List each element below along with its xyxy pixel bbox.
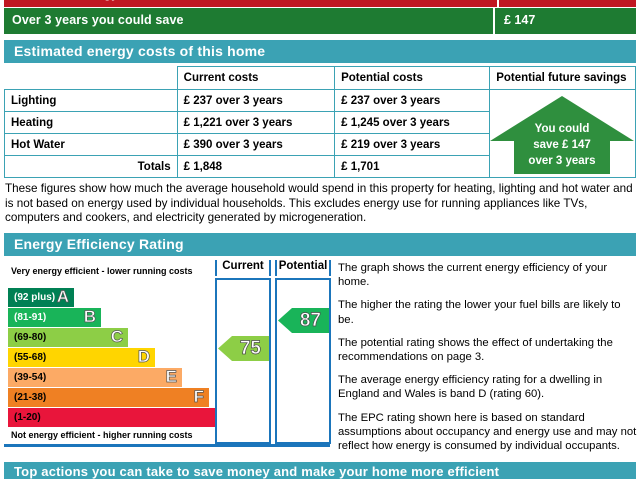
row-label-heating: Heating (4, 111, 178, 134)
column-header-blank (5, 67, 178, 90)
band-a-range: (92 plus) (14, 292, 56, 303)
current-column-right-divider (269, 260, 271, 276)
savings-bar-label: Over 3 years you could save (12, 13, 184, 27)
current-column-header: Current (222, 260, 264, 272)
band-c-letter: C (110, 327, 123, 347)
rating-band-f: (21-38) F (8, 387, 209, 407)
table-row-hot-water: Hot Water £ 390 over 3 years £ 219 over … (4, 133, 636, 156)
potential-column-left-divider (275, 260, 277, 276)
savings-bar-value: £ 147 (504, 13, 536, 27)
red-bar-label: Estimated energy costs of this home (14, 0, 232, 1)
row-label-lighting: Lighting (4, 89, 178, 112)
cell-lighting-current: £ 237 over 3 years (176, 89, 336, 112)
savings-summary-bar: Over 3 years you could save £ 147 (4, 8, 636, 34)
cell-totals-potential: £ 1,701 (334, 155, 491, 178)
cell-hot-water-current: £ 390 over 3 years (176, 133, 336, 156)
band-f-letter: F (193, 387, 204, 407)
graph-top-note: Very energy efficient - lower running co… (11, 266, 193, 276)
table-row-lighting: Lighting £ 237 over 3 years £ 237 over 3… (4, 89, 636, 178)
current-rating-column (215, 278, 271, 444)
column-header-potential-savings: Potential future savings (489, 66, 636, 90)
table-row-totals: Totals £ 1,848 £ 1,701 (4, 155, 636, 178)
rating-band-d: (55-68) D (8, 347, 155, 367)
graph-baseline (4, 444, 330, 447)
cell-heating-current: £ 1,221 over 3 years (176, 111, 336, 134)
energy-efficiency-section-header: Energy Efficiency Rating (4, 233, 636, 256)
column-header-current-costs: Current costs (176, 66, 336, 90)
graph-bottom-note: Not energy efficient - higher running co… (11, 430, 193, 440)
row-label-hot-water: Hot Water (4, 133, 178, 156)
top-actions-heading: Top actions you can take to save money a… (14, 464, 500, 479)
cell-lighting-potential: £ 237 over 3 years (334, 89, 491, 112)
eer-note-4: The average energy efficiency rating for… (338, 374, 603, 401)
energy-efficiency-heading: Energy Efficiency Rating (14, 236, 184, 252)
energy-efficiency-graph: Very energy efficient - lower running co… (4, 260, 331, 454)
estimated-costs-section-header: Estimated energy costs of this home (4, 40, 636, 63)
band-b-letter: B (83, 307, 96, 327)
eer-note-3: The potential rating shows the effect of… (338, 336, 613, 364)
band-d-letter: D (137, 347, 150, 367)
rating-band-g: (1-20) G (8, 407, 236, 427)
cell-heating-potential: £ 1,245 over 3 years (334, 111, 491, 134)
eer-note-2: The higher the rating the lower your fue… (338, 299, 621, 326)
eer-note-1: The graph shows the current energy effic… (338, 262, 608, 289)
rating-band-a: (92 plus) A (8, 287, 74, 307)
estimated-costs-note: These figures show how much the average … (5, 182, 633, 225)
band-a-letter: A (56, 287, 69, 307)
cell-hot-water-potential: £ 219 over 3 years (334, 133, 491, 156)
table-header-row: Current costs Potential costs Potential … (5, 66, 636, 90)
rating-band-e: (39-54) E (8, 367, 182, 387)
estimated-costs-red-bar: Estimated energy costs of this home £ 1,… (4, 0, 636, 8)
rating-bands: (92 plus) A (81-91) B (69-80) C (55-68) … (8, 287, 236, 428)
energy-efficiency-notes: The graph shows the current energy effic… (338, 261, 638, 462)
band-f-range: (21-38) (14, 392, 47, 403)
red-bar-value: £ 1,848 (506, 0, 548, 1)
rating-band-b: (81-91) B (8, 307, 101, 327)
band-c-range: (69-80) (14, 332, 47, 343)
potential-rating-column (275, 278, 331, 444)
top-actions-section-header: Top actions you can take to save money a… (4, 462, 636, 479)
potential-column-header: Potential (278, 260, 328, 272)
band-e-range: (39-54) (14, 372, 47, 383)
estimated-costs-table: Current costs Potential costs Potential … (4, 66, 636, 178)
band-d-range: (55-68) (14, 352, 47, 363)
cell-potential-savings-house (489, 89, 636, 178)
eer-note-5: The EPC rating shown here is based on st… (338, 411, 637, 453)
estimated-costs-heading: Estimated energy costs of this home (14, 43, 266, 59)
cell-totals-current: £ 1,848 (176, 155, 336, 178)
band-e-letter: E (165, 367, 177, 387)
savings-bar-divider (493, 8, 495, 34)
row-label-totals: Totals (4, 155, 178, 178)
red-bar-divider (497, 0, 499, 7)
rating-band-c: (69-80) C (8, 327, 128, 347)
potential-column-right-divider (329, 260, 331, 276)
current-column-left-divider (215, 260, 217, 276)
column-header-potential-costs: Potential costs (334, 66, 491, 90)
band-b-range: (81-91) (14, 312, 47, 323)
band-g-range: (1-20) (14, 412, 41, 423)
